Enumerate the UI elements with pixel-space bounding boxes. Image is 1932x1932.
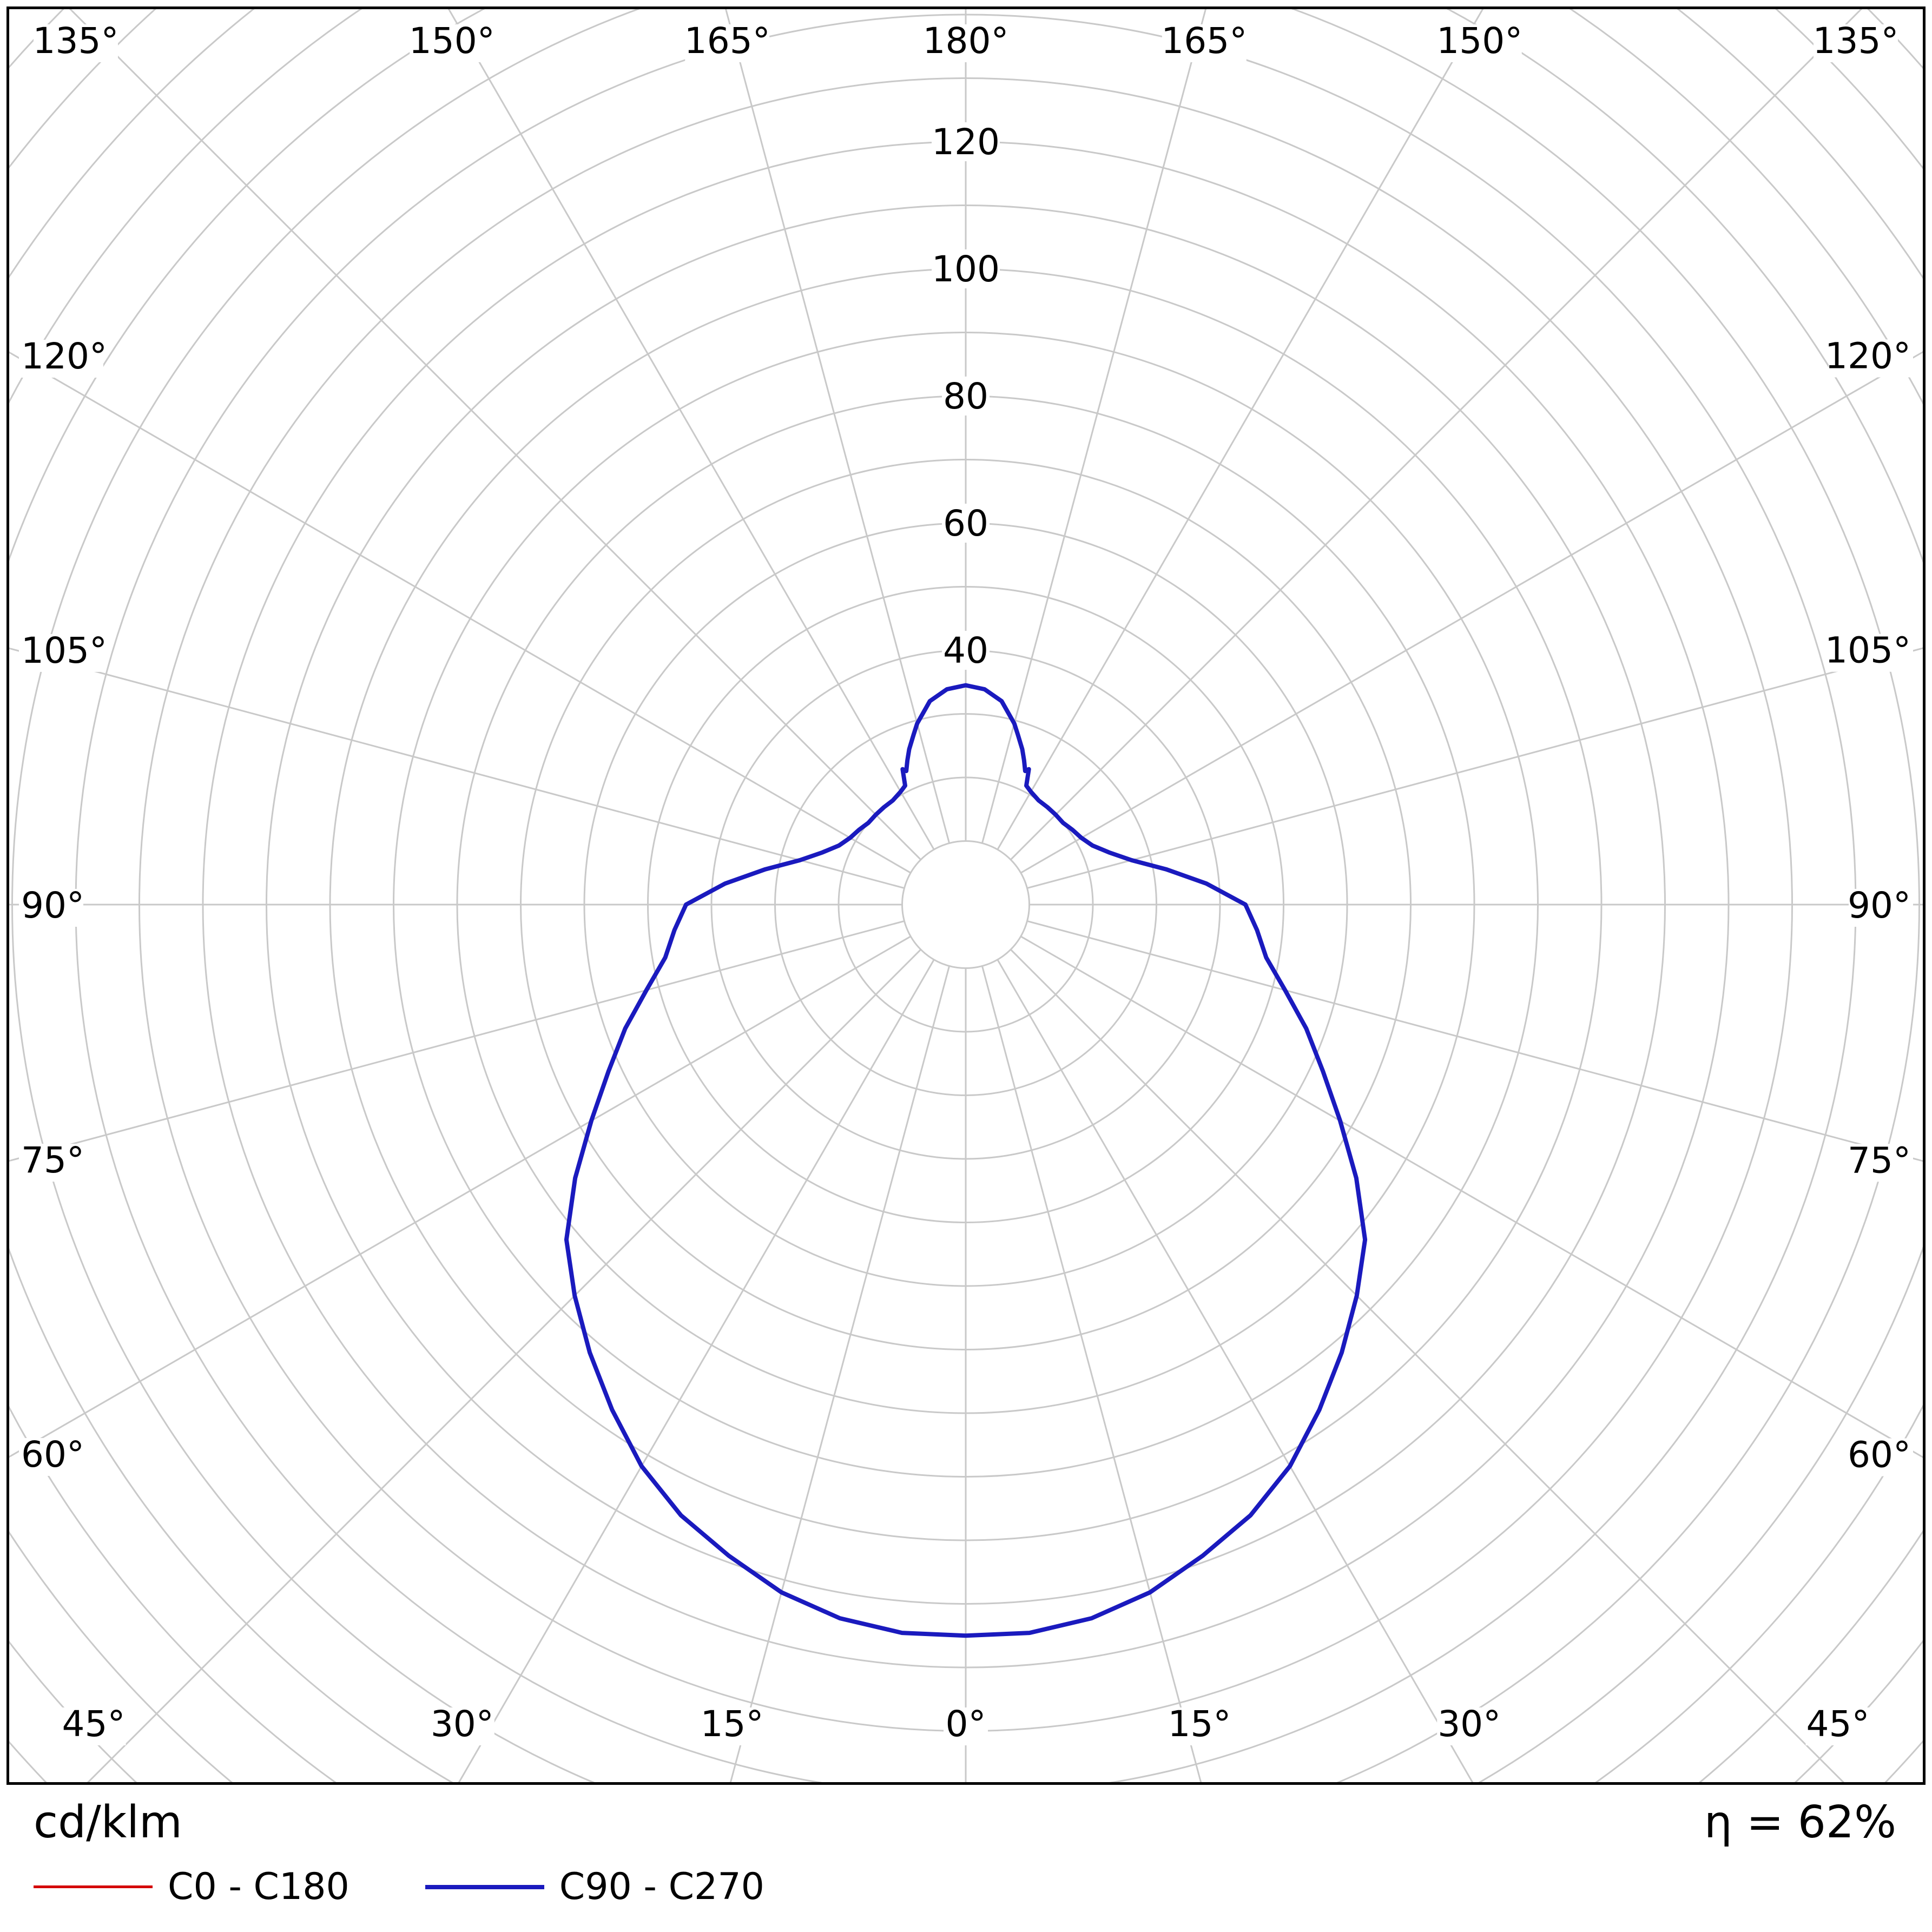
tick-label-bg bbox=[942, 504, 990, 543]
grid-spoke bbox=[458, 959, 935, 1782]
angle-label: 120° bbox=[1825, 335, 1911, 377]
angle-label-bg bbox=[19, 340, 103, 378]
angle-label: 135° bbox=[1813, 20, 1899, 62]
angle-label-bg bbox=[1167, 1707, 1232, 1745]
grid-spoke bbox=[981, 966, 1202, 1782]
angle-label: 60° bbox=[1848, 1434, 1911, 1476]
angle-label: 30° bbox=[1438, 1703, 1501, 1745]
angle-label: 0° bbox=[946, 1703, 986, 1745]
tick-label-bg bbox=[942, 377, 990, 416]
angle-label-bg bbox=[19, 889, 83, 927]
radial-tick-labels: 40 60 80 100 120 bbox=[932, 121, 1000, 671]
angle-label: 60° bbox=[21, 1434, 84, 1475]
radial-tick-label: 40 bbox=[943, 630, 988, 671]
angle-label: 150° bbox=[1436, 20, 1522, 62]
angle-label: 90° bbox=[1848, 885, 1911, 926]
angle-label: 105° bbox=[1825, 630, 1911, 671]
angle-label-bg bbox=[685, 24, 770, 62]
grid-spoke bbox=[1010, 9, 1863, 860]
legend: C0 - C180 C90 - C270 bbox=[34, 1868, 764, 1906]
efficiency-label: η = 62% bbox=[1704, 1797, 1896, 1848]
grid-spoke bbox=[729, 966, 951, 1782]
angle-label-bg bbox=[19, 1438, 83, 1476]
angle-label: 15° bbox=[1168, 1703, 1231, 1745]
grid-spoke bbox=[69, 9, 921, 860]
grid-spoke bbox=[447, 9, 935, 850]
angle-label-bg bbox=[410, 24, 494, 62]
angle-label-bg bbox=[61, 1707, 126, 1745]
intensity-curves bbox=[564, 683, 1368, 1638]
angle-label-bg bbox=[1849, 1438, 1913, 1476]
grid-spoke bbox=[1020, 935, 1923, 1459]
grid-circle bbox=[901, 840, 1030, 969]
angle-label: 180° bbox=[923, 20, 1009, 62]
radial-tick-label: 100 bbox=[932, 248, 1000, 290]
angle-label-bg bbox=[1162, 24, 1247, 62]
polar-chart: 40 60 80 100 120 0° 15° 15° 30° 30° 45° 45° 60° 60° 75… bbox=[9, 9, 1923, 1782]
curve-C90-C270 bbox=[564, 683, 1368, 1638]
legend-item-c0-c180: C0 - C180 bbox=[34, 1868, 350, 1906]
angle-label-bg bbox=[19, 1144, 83, 1182]
radial-tick-label: 60 bbox=[943, 503, 988, 544]
angle-label-bg bbox=[1437, 1707, 1502, 1745]
angle-label: 135° bbox=[33, 20, 119, 62]
angle-label: 150° bbox=[409, 20, 495, 62]
grid-spoke bbox=[1027, 647, 1923, 889]
tick-label-bg bbox=[932, 249, 1000, 288]
angle-label: 15° bbox=[701, 1703, 764, 1745]
grid-spoke bbox=[9, 647, 905, 889]
angle-label-bg bbox=[1849, 1144, 1913, 1182]
grid-spoke bbox=[1027, 920, 1923, 1162]
angle-label: 75° bbox=[1848, 1139, 1911, 1181]
angle-label-bg bbox=[944, 1707, 988, 1745]
legend-line-c90-c270 bbox=[425, 1884, 544, 1889]
legend-label-c90-c270: C90 - C270 bbox=[559, 1865, 764, 1908]
angle-label-bg bbox=[1437, 24, 1522, 62]
angle-label-bg bbox=[1814, 24, 1898, 62]
angle-label-bg bbox=[19, 634, 103, 672]
angle-labels: 0° 15° 15° 30° 30° 45° 45° 60° 60° 75° 75° 90° 90° 10… bbox=[19, 20, 1913, 1745]
angle-label: 45° bbox=[1806, 1703, 1870, 1745]
angle-label: 120° bbox=[21, 335, 107, 377]
grid-spoke bbox=[9, 351, 911, 874]
angle-label-bg bbox=[1829, 339, 1913, 378]
chart-frame: 40 60 80 100 120 0° 15° 15° 30° 30° 45° 45° 60° 60° 75… bbox=[6, 6, 1926, 1785]
grid-spoke bbox=[1010, 949, 1845, 1782]
grid-spoke bbox=[9, 935, 911, 1458]
grid-spoke bbox=[87, 949, 921, 1782]
angle-label-bg bbox=[700, 1707, 764, 1745]
angle-label: 105° bbox=[21, 630, 107, 671]
legend-line-c0-c180 bbox=[34, 1885, 153, 1889]
grid-spoke bbox=[725, 9, 951, 843]
legend-item-c90-c270: C90 - C270 bbox=[425, 1868, 764, 1906]
grid-spoke bbox=[997, 9, 1484, 850]
grid-spoke bbox=[1020, 351, 1923, 874]
angle-label: 75° bbox=[21, 1139, 84, 1181]
grid-spoke bbox=[981, 9, 1206, 843]
radial-tick-label: 80 bbox=[943, 375, 988, 417]
radial-tick-label: 120 bbox=[932, 121, 1000, 163]
angle-label: 45° bbox=[62, 1703, 126, 1745]
angle-label-bg bbox=[1829, 634, 1913, 672]
angle-label-bg bbox=[430, 1707, 494, 1745]
angle-label: 90° bbox=[21, 885, 84, 926]
angle-label: 165° bbox=[1161, 20, 1247, 62]
tick-label-bg bbox=[932, 122, 1000, 161]
grid-spoke bbox=[997, 959, 1474, 1782]
grid-spoke bbox=[9, 920, 905, 1162]
angle-label-bg bbox=[1805, 1707, 1870, 1745]
angle-label-bg bbox=[34, 24, 118, 62]
angle-label-bg bbox=[924, 24, 1008, 62]
tick-label-bg bbox=[942, 631, 990, 670]
unit-label: cd/klm bbox=[34, 1797, 182, 1848]
angle-label: 165° bbox=[684, 20, 770, 62]
angle-label-bg bbox=[1849, 889, 1913, 927]
legend-label-c0-c180: C0 - C180 bbox=[168, 1865, 350, 1908]
angle-label: 30° bbox=[431, 1703, 494, 1745]
